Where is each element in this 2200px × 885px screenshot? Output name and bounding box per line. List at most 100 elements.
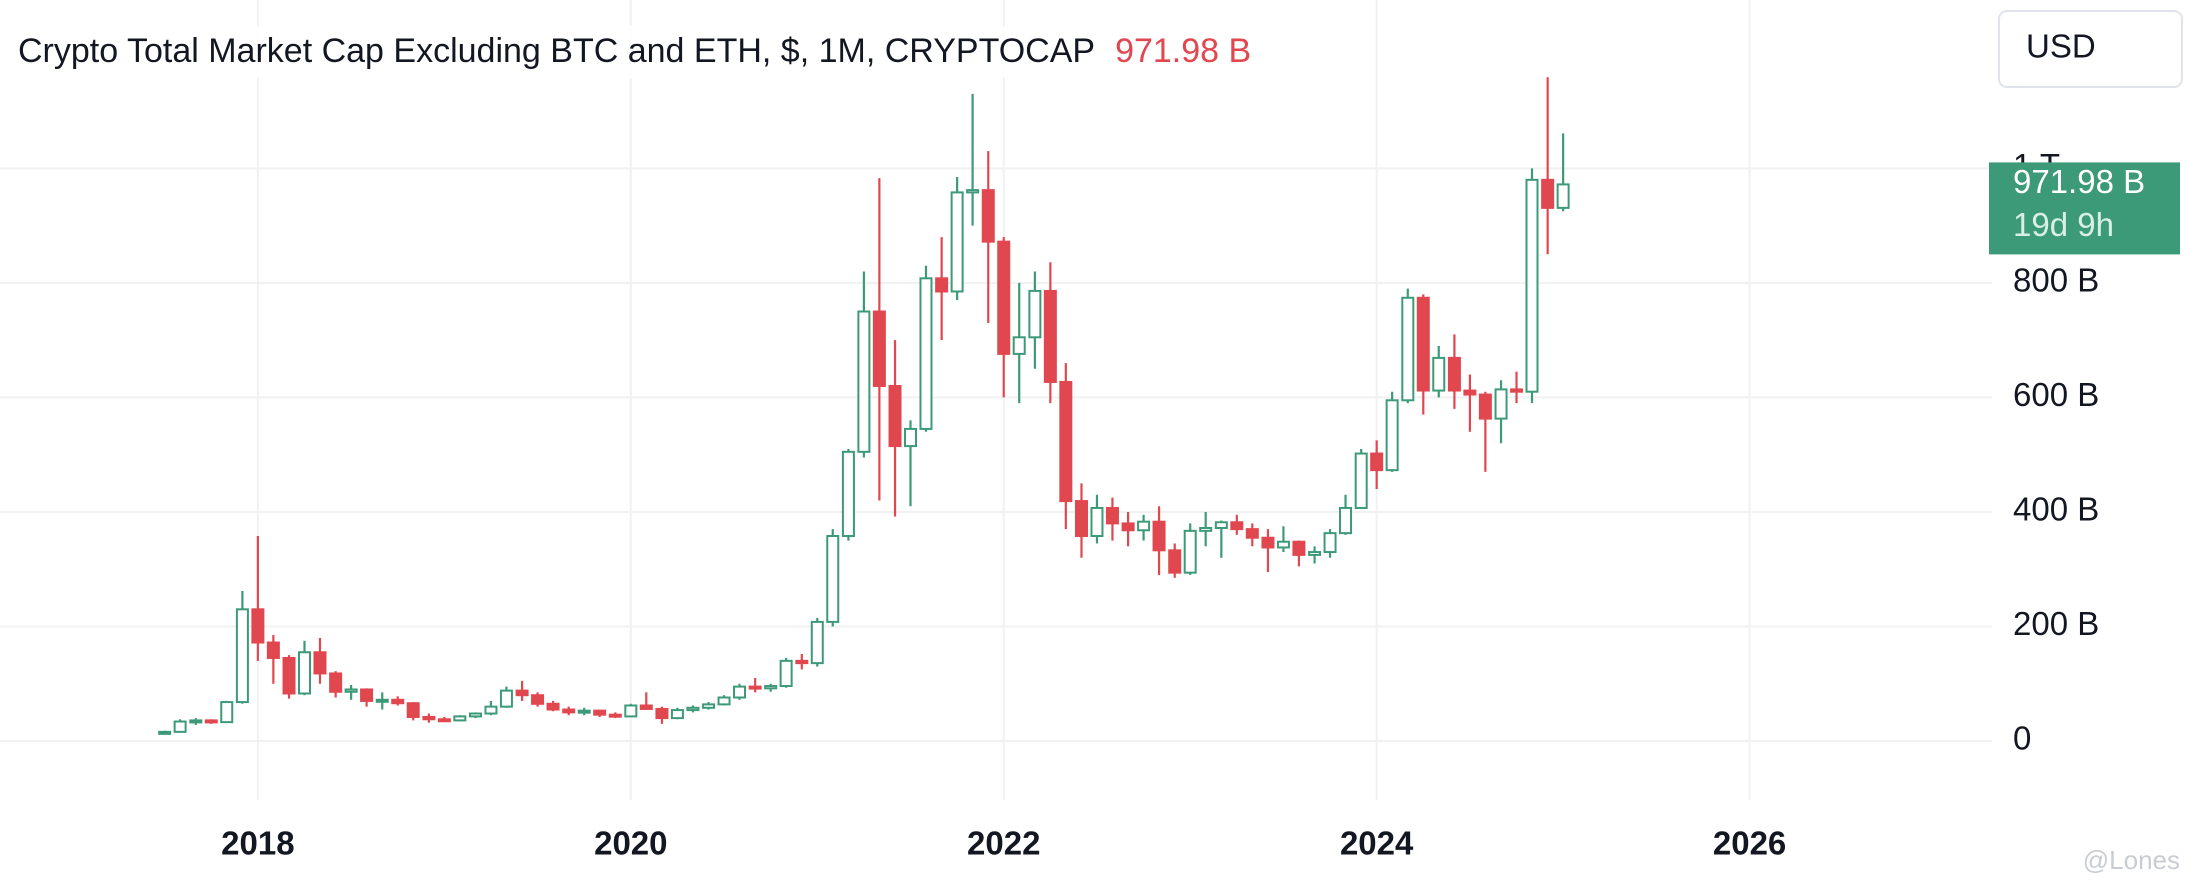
title-last-value: 971.98 B	[1115, 32, 1251, 70]
candle-body	[810, 620, 824, 665]
candle-body	[717, 696, 731, 706]
grid	[0, 0, 1992, 800]
candle-body	[344, 688, 358, 693]
candle-body	[499, 689, 513, 708]
y-tick-label: 400 B	[2013, 491, 2099, 528]
countdown-label: 19d 9h	[2013, 206, 2114, 243]
candle-body	[220, 701, 234, 724]
title-backdrop	[12, 26, 1372, 78]
candle-body	[375, 698, 389, 703]
candles	[158, 77, 1570, 735]
y-tick-label: 800 B	[2013, 262, 2099, 299]
candle-body	[1556, 183, 1570, 209]
candle-body	[173, 720, 187, 733]
candle-body	[1478, 393, 1492, 420]
candle-body	[297, 651, 311, 695]
candle-body	[251, 608, 265, 644]
candle-body	[189, 719, 203, 724]
candle-body	[1121, 522, 1135, 532]
candle-body	[437, 718, 451, 723]
candle-body	[453, 715, 467, 722]
candle-body	[639, 704, 653, 710]
candle-body	[1292, 540, 1306, 556]
candle-body	[266, 641, 280, 659]
candle-body	[1323, 532, 1337, 554]
candle-body	[826, 535, 840, 623]
candle-body	[1494, 388, 1508, 420]
x-tick-label: 2022	[967, 825, 1040, 862]
candle-body	[531, 694, 545, 705]
candle-body	[748, 685, 762, 690]
candle-body	[904, 427, 918, 448]
candle-body	[562, 708, 576, 714]
candle-body	[235, 608, 249, 704]
title-text: Crypto Total Market Cap Excluding BTC an…	[18, 32, 1095, 70]
candle-body	[857, 310, 871, 453]
candle-body	[733, 685, 747, 699]
candle-body	[779, 659, 793, 688]
candle-body	[1028, 289, 1042, 339]
candle-body	[1416, 296, 1430, 392]
y-tick-label: 200 B	[2013, 605, 2099, 642]
x-tick-label: 2024	[1340, 825, 1414, 862]
watermark: @Lones	[2083, 845, 2180, 875]
candle-body	[1401, 296, 1415, 402]
candle-body	[997, 240, 1011, 355]
candle-body	[1432, 356, 1446, 392]
candle-body	[360, 688, 374, 702]
candle-body	[1261, 536, 1275, 549]
candle-body	[795, 659, 809, 665]
candle-body	[422, 715, 436, 721]
candle-body	[484, 705, 498, 715]
candle-body	[204, 719, 218, 724]
last-price-tag	[1989, 162, 2180, 255]
candle-body	[1214, 521, 1228, 529]
candle-body	[313, 651, 327, 675]
y-tick-label: 600 B	[2013, 376, 2099, 413]
candle-body	[1090, 506, 1104, 538]
candle-body	[1308, 551, 1322, 556]
candle-body	[919, 277, 933, 430]
candle-body	[1385, 399, 1399, 472]
candle-body	[1152, 520, 1166, 552]
candle-body	[282, 656, 296, 695]
candle-body	[1012, 336, 1026, 355]
chart-title: Crypto Total Market Cap Excluding BTC an…	[18, 32, 1251, 70]
candle-body	[158, 730, 172, 735]
candle-body	[1199, 526, 1213, 532]
y-tick-label: 0	[2013, 720, 2031, 757]
candle-body	[702, 703, 716, 709]
candle-body	[1525, 178, 1539, 393]
currency-button-label[interactable]: USD	[2026, 28, 2096, 65]
overlay: Crypto Total Market Cap Excluding BTC an…	[12, 10, 2183, 875]
candle-body	[1370, 452, 1384, 472]
candle-body	[1230, 521, 1244, 531]
candle-body	[1276, 540, 1290, 549]
candle-body	[888, 384, 902, 448]
candle-body	[1339, 506, 1353, 535]
candle-body	[391, 698, 405, 705]
x-tick-label: 2018	[221, 825, 294, 862]
candle-body	[593, 709, 607, 716]
candle-body	[468, 712, 482, 718]
candle-body	[1447, 356, 1461, 392]
x-tick-label: 2020	[594, 825, 667, 862]
candle-body	[655, 707, 669, 720]
currency-button[interactable]	[1998, 10, 2183, 88]
candle-body	[950, 191, 964, 293]
candle-body	[546, 702, 560, 711]
candle-body	[1354, 452, 1368, 509]
last-price-label: 971.98 B	[2013, 163, 2145, 200]
candle-body	[577, 709, 591, 714]
candle-body	[1074, 500, 1088, 538]
candle-body	[1245, 528, 1259, 539]
candle-body	[1541, 178, 1555, 209]
candle-body	[1183, 529, 1197, 574]
x-tick-label: 2026	[1713, 825, 1786, 862]
candle-body	[515, 689, 529, 697]
candle-body	[1168, 549, 1182, 574]
candle-body	[670, 709, 684, 720]
